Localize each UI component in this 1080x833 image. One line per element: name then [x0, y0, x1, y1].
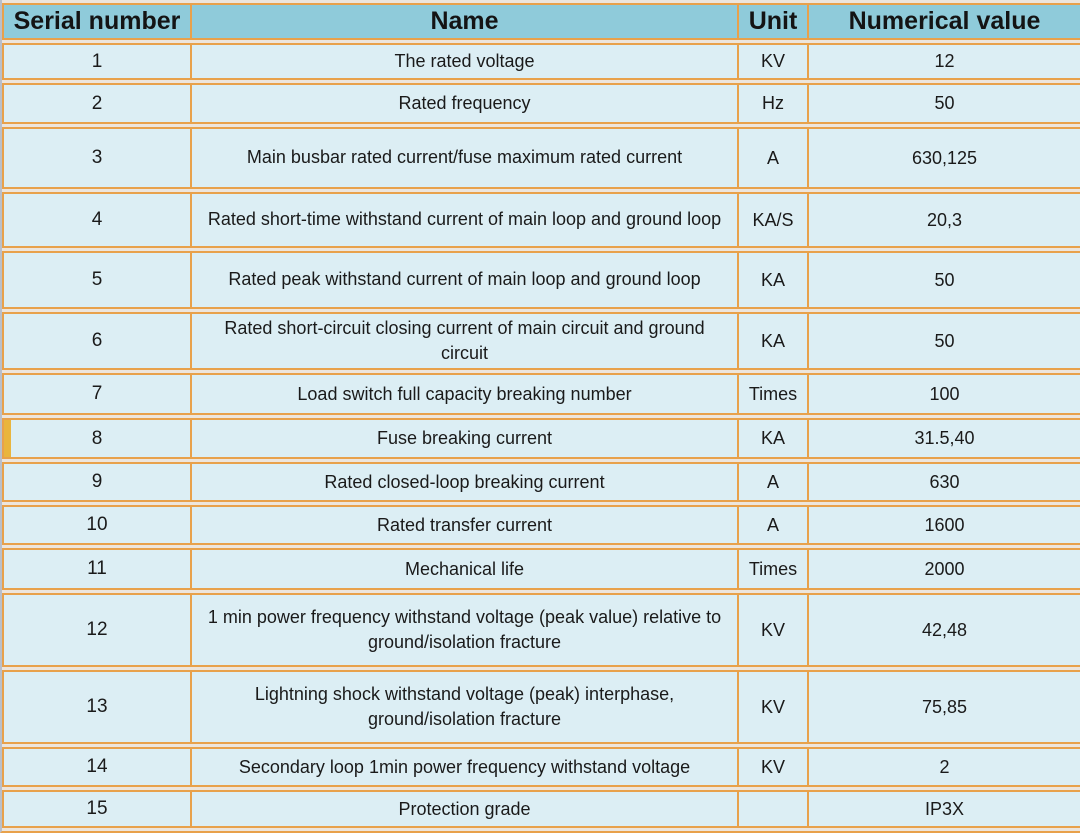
cell-serial-number: 3 — [2, 127, 192, 189]
col-header-serial-number: Serial number — [2, 3, 192, 40]
table-row: 9 Rated closed-loop breaking current A 6… — [2, 462, 1080, 503]
cell-serial-number: 2 — [2, 83, 192, 124]
table-body: 1 The rated voltage KV 12 2 Rated freque… — [2, 43, 1080, 829]
table-row: 13 Lightning shock withstand voltage (pe… — [2, 670, 1080, 745]
table-row: 6 Rated short-circuit closing current of… — [2, 312, 1080, 371]
col-header-unit: Unit — [739, 3, 809, 40]
table-row: 4 Rated short-time withstand current of … — [2, 192, 1080, 248]
cell-serial-number: 13 — [2, 670, 192, 745]
cell-numerical-value: 20,3 — [809, 192, 1080, 248]
table-row: 8 Fuse breaking current KA 31.5,40 — [2, 418, 1080, 460]
cell-serial-number: 14 — [2, 747, 192, 788]
table-row: 12 1 min power frequency withstand volta… — [2, 593, 1080, 668]
cell-unit: Times — [739, 548, 809, 591]
cell-numerical-value: 12 — [809, 43, 1080, 80]
cell-numerical-value: 50 — [809, 83, 1080, 124]
cell-name: Rated short-time withstand current of ma… — [192, 192, 739, 248]
table-row: 14 Secondary loop 1min power frequency w… — [2, 747, 1080, 788]
cell-serial-number: 12 — [2, 593, 192, 668]
cell-numerical-value: 630,125 — [809, 127, 1080, 189]
cell-name: Fuse breaking current — [192, 418, 739, 460]
cell-unit: KV — [739, 43, 809, 80]
cell-serial-number: 7 — [2, 373, 192, 416]
cell-unit: KA — [739, 251, 809, 309]
cell-name: The rated voltage — [192, 43, 739, 80]
cell-unit: KA — [739, 418, 809, 460]
cell-serial-number: 8 — [2, 418, 192, 460]
cell-numerical-value: 2 — [809, 747, 1080, 788]
cell-name: Rated frequency — [192, 83, 739, 124]
cell-name: Rated short-circuit closing current of m… — [192, 312, 739, 371]
cell-unit: A — [739, 462, 809, 503]
cell-name: Lightning shock withstand voltage (peak)… — [192, 670, 739, 745]
col-header-numerical-value: Numerical value — [809, 3, 1080, 40]
cell-name: 1 min power frequency withstand voltage … — [192, 593, 739, 668]
cell-serial-number: 10 — [2, 505, 192, 546]
cell-numerical-value: 50 — [809, 251, 1080, 309]
cell-unit: A — [739, 127, 809, 189]
cell-name: Rated peak withstand current of main loo… — [192, 251, 739, 309]
table-row: 3 Main busbar rated current/fuse maximum… — [2, 127, 1080, 189]
table-row: 7 Load switch full capacity breaking num… — [2, 373, 1080, 416]
cell-numerical-value: IP3X — [809, 790, 1080, 829]
cell-name: Secondary loop 1min power frequency with… — [192, 747, 739, 788]
cell-unit: KV — [739, 593, 809, 668]
table-row: 11 Mechanical life Times 2000 — [2, 548, 1080, 591]
cell-name: Main busbar rated current/fuse maximum r… — [192, 127, 739, 189]
cell-unit — [739, 790, 809, 829]
cell-numerical-value: 42,48 — [809, 593, 1080, 668]
cell-name: Rated transfer current — [192, 505, 739, 546]
table-row: 15 Protection grade IP3X — [2, 790, 1080, 829]
cell-numerical-value: 100 — [809, 373, 1080, 416]
table-row: 1 The rated voltage KV 12 — [2, 43, 1080, 80]
header-row: Serial number Name Unit Numerical value — [2, 3, 1080, 40]
cell-unit: KV — [739, 670, 809, 745]
cell-name: Mechanical life — [192, 548, 739, 591]
cell-numerical-value: 630 — [809, 462, 1080, 503]
cell-numerical-value: 1600 — [809, 505, 1080, 546]
cell-serial-number: 11 — [2, 548, 192, 591]
cell-unit: KV — [739, 747, 809, 788]
cell-numerical-value: 50 — [809, 312, 1080, 371]
cell-serial-number: 9 — [2, 462, 192, 503]
table-row: 2 Rated frequency Hz 50 — [2, 83, 1080, 124]
cell-serial-number: 5 — [2, 251, 192, 309]
cell-name: Rated closed-loop breaking current — [192, 462, 739, 503]
cell-unit: Times — [739, 373, 809, 416]
cell-numerical-value: 2000 — [809, 548, 1080, 591]
table-row: 5 Rated peak withstand current of main l… — [2, 251, 1080, 309]
cell-numerical-value: 31.5,40 — [809, 418, 1080, 460]
table-row: 10 Rated transfer current A 1600 — [2, 505, 1080, 546]
cell-unit: KA/S — [739, 192, 809, 248]
cell-serial-number: 6 — [2, 312, 192, 371]
cell-unit: Hz — [739, 83, 809, 124]
cell-serial-number: 1 — [2, 43, 192, 80]
cell-numerical-value: 75,85 — [809, 670, 1080, 745]
cell-serial-number: 15 — [2, 790, 192, 829]
cell-serial-number: 4 — [2, 192, 192, 248]
cell-unit: KA — [739, 312, 809, 371]
cell-unit: A — [739, 505, 809, 546]
col-header-name: Name — [192, 3, 739, 40]
cell-name: Load switch full capacity breaking numbe… — [192, 373, 739, 416]
